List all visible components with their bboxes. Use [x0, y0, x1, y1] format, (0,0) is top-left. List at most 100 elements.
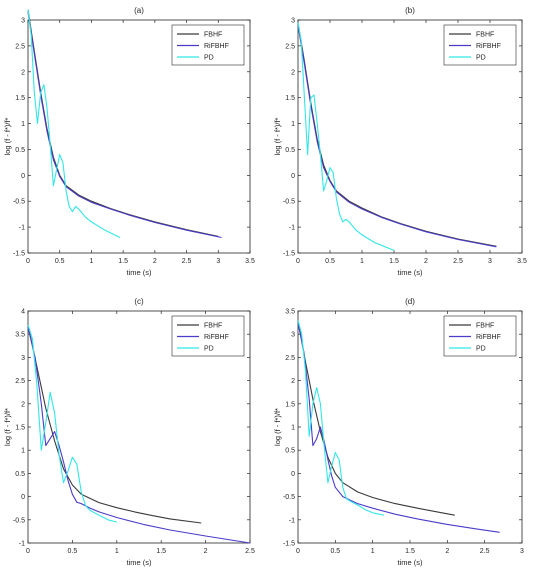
panel-a: 0 0.5 1 1.5 2 2.5 3 3.5 -1.5 -1 -0.5 0 0.5 1 1.5 2 2.5 3 (… [3, 6, 255, 277]
y-tick-label: 3 [291, 18, 295, 25]
y-tick-label: 0.5 [285, 448, 295, 455]
x-tick-label: 3.5 [517, 258, 527, 265]
y-tick-label: -0.5 [13, 517, 25, 524]
y-tick-label: -0.5 [283, 494, 295, 501]
series-line-pd [27, 324, 117, 523]
x-tick-label: 2.5 [245, 548, 255, 555]
x-tick-label: 2 [204, 548, 208, 555]
y-tick-label: 3.5 [15, 332, 25, 339]
chart-title: (d) [405, 297, 415, 306]
x-tick-label: 0 [26, 258, 30, 265]
series-line-fbhf [297, 320, 455, 516]
y-tick-label: 0 [291, 173, 295, 180]
y-tick-label: 1 [21, 448, 25, 455]
x-axis-label: time (s) [127, 558, 153, 567]
x-tick-label: 1 [89, 258, 93, 265]
y-tick-label: 1 [291, 425, 295, 432]
y-tick-label: 2.5 [285, 43, 295, 50]
y-tick-label: 1.5 [285, 401, 295, 408]
panel-d: 0 0.5 1 1.5 2 2.5 3 -1.5 -1 -0.5 0 0.5 1 1.5 2 2.5 3 3.5 (… [273, 297, 524, 567]
x-tick-label: 1 [371, 548, 375, 555]
legend-label: RiFBHF [204, 43, 229, 50]
x-tick-label: 2.5 [480, 548, 490, 555]
y-tick-label: 3 [21, 355, 25, 362]
x-tick-label: 2 [424, 258, 428, 265]
chart-title: (b) [405, 6, 415, 15]
axes-box [297, 19, 523, 254]
y-tick-label: 2 [291, 69, 295, 76]
series-line-rifbhf [27, 12, 222, 239]
series-line-rifbhf [27, 327, 251, 544]
y-tick-label: 2 [21, 401, 25, 408]
y-tick-label: -1.5 [283, 251, 295, 258]
series-line-pd [297, 22, 395, 251]
y-axis-label: log (f - f*)/f* [273, 117, 282, 155]
x-tick-label: 3 [520, 548, 524, 555]
x-tick-label: 1.5 [405, 548, 415, 555]
x-tick-label: 0.5 [55, 258, 65, 265]
axes-box [27, 19, 251, 254]
x-tick-label: 0.5 [325, 258, 335, 265]
legend-label: PD [476, 346, 486, 353]
y-axis-label: log (f - f*)/f* [3, 117, 12, 155]
series-line-pd [27, 9, 121, 238]
legend-label: FBHF [476, 32, 494, 39]
y-tick-label: 2 [291, 378, 295, 385]
y-tick-label: -1 [289, 225, 295, 232]
series-line-fbhf [27, 324, 202, 524]
x-tick-label: 3 [216, 258, 220, 265]
legend-label: PD [204, 346, 214, 353]
x-tick-label: 3.5 [245, 258, 255, 265]
legend-label: RiFBHF [476, 334, 501, 341]
x-tick-label: 0 [26, 548, 30, 555]
y-tick-label: -1 [289, 517, 295, 524]
x-tick-label: 0.5 [68, 548, 78, 555]
x-axis-label: time (s) [127, 268, 153, 277]
y-axis-label: log (f - f*)/f* [273, 408, 282, 446]
series-line-rifbhf [297, 322, 500, 533]
legend-label: PD [476, 55, 486, 62]
x-tick-label: 0 [296, 548, 300, 555]
y-tick-label: 3 [21, 18, 25, 25]
legend-label: FBHF [476, 323, 494, 330]
x-tick-label: 2.5 [453, 258, 463, 265]
x-tick-label: 1.5 [156, 548, 166, 555]
x-tick-label: 3 [488, 258, 492, 265]
series-line-rifbhf [297, 25, 497, 248]
x-tick-label: 2 [153, 258, 157, 265]
y-tick-label: 1.5 [15, 425, 25, 432]
y-tick-label: 2.5 [15, 43, 25, 50]
y-tick-label: -1.5 [283, 541, 295, 548]
x-tick-label: 0 [296, 258, 300, 265]
y-tick-label: 2.5 [285, 355, 295, 362]
x-axis-label: time (s) [398, 558, 424, 567]
x-axis-label: time (s) [398, 268, 424, 277]
y-tick-label: 0 [21, 494, 25, 501]
y-tick-label: 0.5 [15, 471, 25, 478]
x-tick-label: 1 [360, 258, 364, 265]
y-tick-label: 1.5 [15, 95, 25, 102]
y-tick-label: 0.5 [285, 147, 295, 154]
y-tick-label: 3 [291, 332, 295, 339]
y-tick-label: -0.5 [283, 199, 295, 206]
y-tick-label: 2 [21, 69, 25, 76]
x-tick-label: 2.5 [182, 258, 192, 265]
series-line-pd [297, 320, 385, 516]
y-tick-label: 0.5 [15, 147, 25, 154]
y-tick-label: -1.5 [13, 251, 25, 258]
legend-label: FBHF [204, 32, 222, 39]
x-tick-label: 2 [445, 548, 449, 555]
legend-label: RiFBHF [204, 334, 229, 341]
y-tick-label: 1 [21, 121, 25, 128]
y-tick-label: 2.5 [15, 378, 25, 385]
chart-title: (a) [134, 6, 144, 15]
chart-title: (c) [134, 297, 144, 306]
y-tick-label: -0.5 [13, 199, 25, 206]
y-tick-label: 1 [291, 121, 295, 128]
y-tick-label: 0 [21, 173, 25, 180]
x-tick-label: 0.5 [330, 548, 340, 555]
y-tick-label: 4 [21, 309, 25, 316]
y-tick-label: 1.5 [285, 95, 295, 102]
panel-c: 0 0.5 1 1.5 2 2.5 -1 -0.5 0 0.5 1 1.5 2 2.5 3 3.5 4 (c) ti… [3, 297, 255, 567]
